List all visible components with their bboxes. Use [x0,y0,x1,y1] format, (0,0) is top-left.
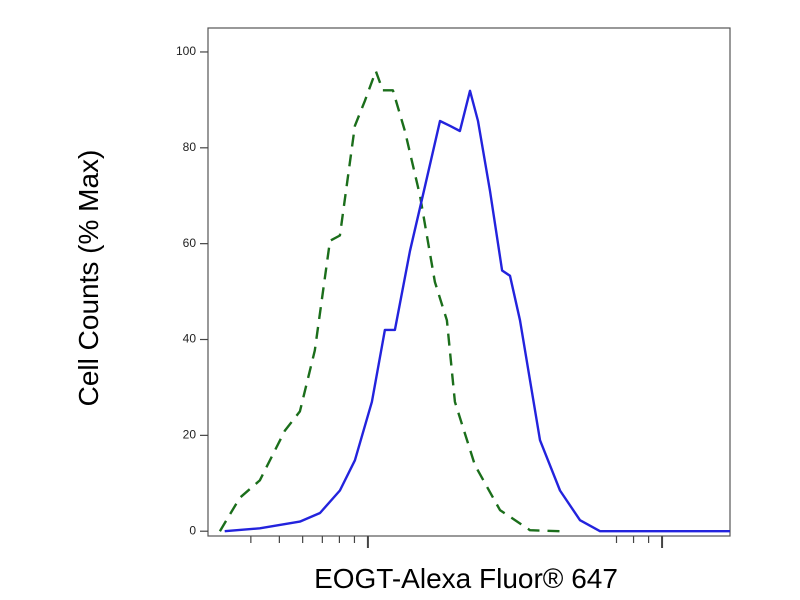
y-tick-label: 20 [183,428,197,442]
y-tick-label: 80 [183,140,197,154]
series-line [224,89,730,533]
y-tick-label: 100 [176,44,196,58]
y-axis-title: Cell Counts (% Max) [73,150,104,407]
y-tick-label: 60 [183,236,197,250]
plot-frame [207,27,731,537]
x-axis-title: EOGT-Alexa Fluor® 647 [314,563,618,594]
series-line [218,69,561,533]
y-tick-label: 0 [189,523,196,537]
y-tick-label: 40 [183,332,197,346]
